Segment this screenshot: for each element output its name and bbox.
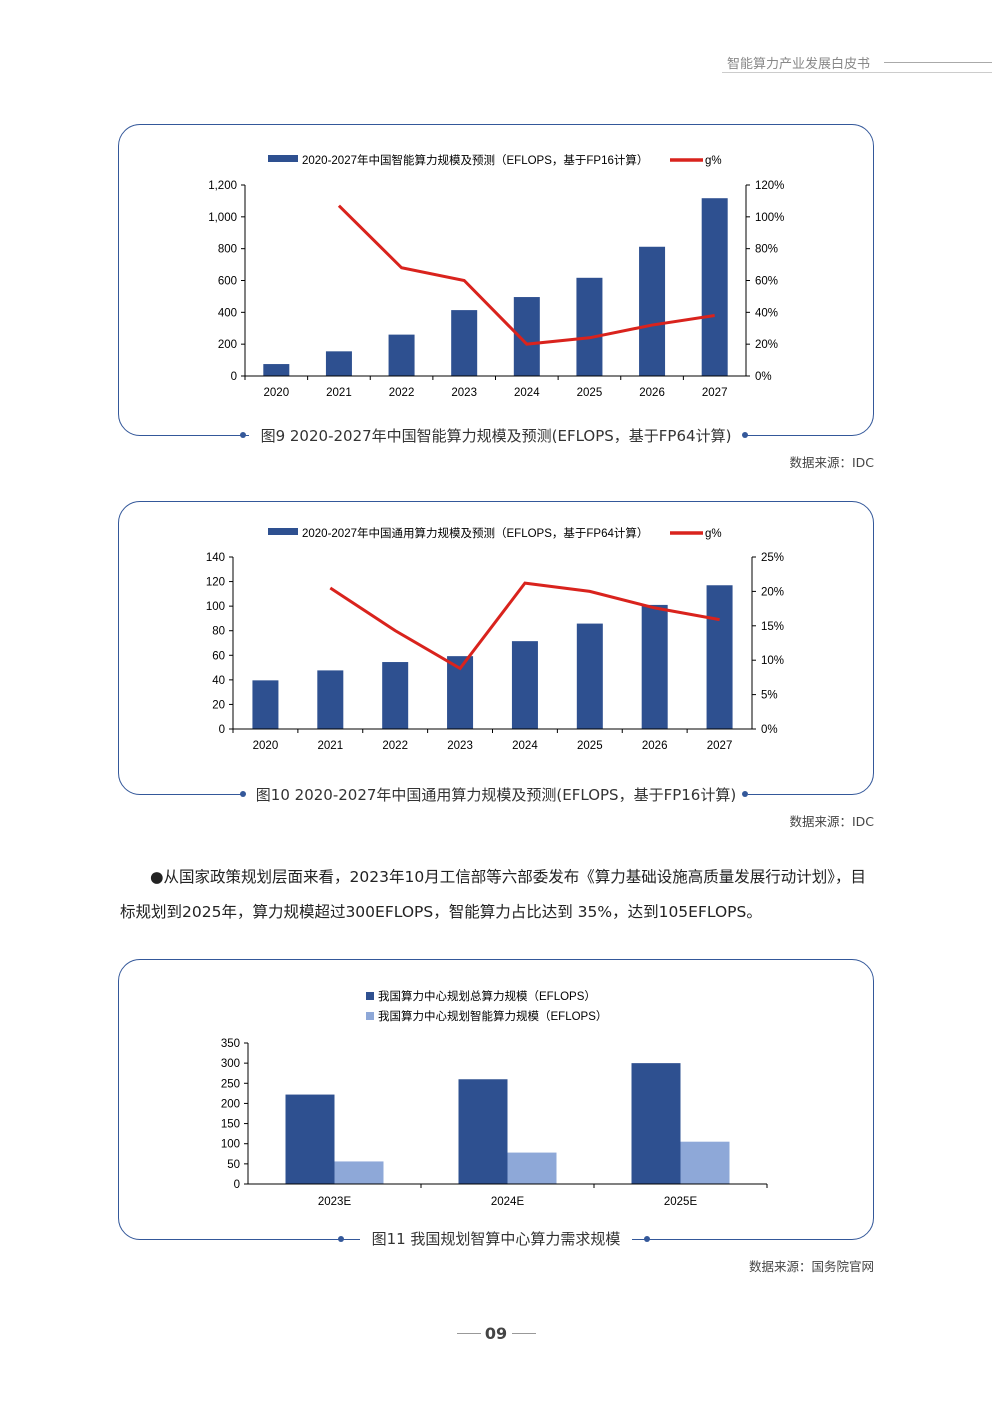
- page-number-rule: [512, 1333, 536, 1334]
- header-underline: [722, 72, 992, 73]
- figure-11-frame: 图11 我国规划智算中心算力需求规模: [118, 959, 874, 1248]
- caption-dot: [338, 1236, 344, 1242]
- figure-10-frame: 图10 2020-2027年中国通用算力规模及预测(EFLOPS，基于FP16计…: [118, 501, 874, 804]
- caption-dot: [742, 791, 748, 797]
- figure-11-caption: 图11 我国规划智算中心算力需求规模: [119, 1228, 873, 1249]
- figure-9-source: 数据来源：IDC: [789, 455, 874, 470]
- figure-11-source: 数据来源：国务院官网: [748, 1259, 874, 1274]
- header-title: 智能算力产业发展白皮书: [727, 57, 871, 72]
- caption-dot: [240, 791, 246, 797]
- figure-10-source: 数据来源：IDC: [789, 814, 874, 829]
- page-number: 09: [484, 1324, 508, 1343]
- figure-9-caption: 图9 2020-2027年中国智能算力规模及预测(EFLOPS，基于FP64计算…: [119, 425, 873, 446]
- caption-dot: [240, 432, 246, 438]
- figure-9-frame: 图9 2020-2027年中国智能算力规模及预测(EFLOPS，基于FP64计算…: [118, 124, 874, 445]
- caption-dot: [644, 1236, 650, 1242]
- figure-10-caption: 图10 2020-2027年中国通用算力规模及预测(EFLOPS，基于FP16计…: [119, 784, 873, 805]
- header-rule: [884, 62, 992, 63]
- caption-dot: [742, 432, 748, 438]
- body-paragraph: ●从国家政策规划层面来看，2023年10月工信部等六部委发布《算力基础设施高质量…: [120, 868, 866, 921]
- page-number-rule: [457, 1333, 481, 1334]
